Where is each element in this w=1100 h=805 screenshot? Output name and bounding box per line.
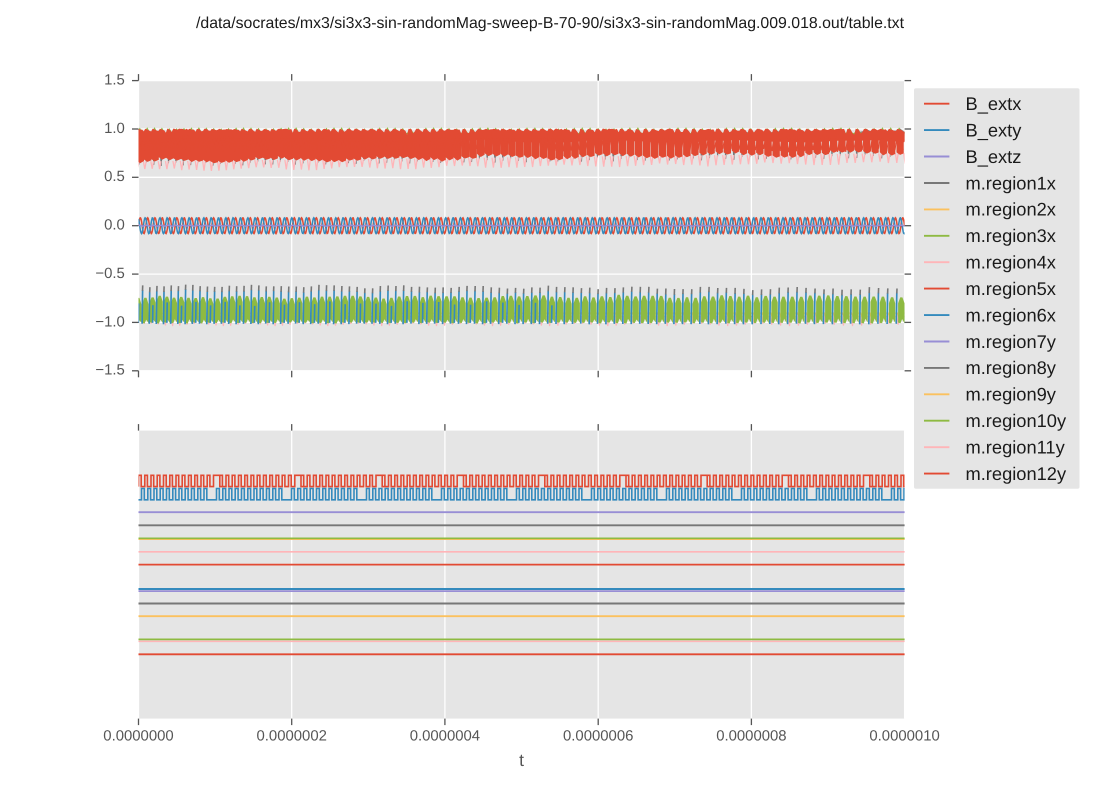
svg-text:m.region8y: m.region8y <box>966 357 1057 378</box>
svg-text:−1.0: −1.0 <box>95 314 124 330</box>
svg-text:B_extz: B_extz <box>966 146 1022 167</box>
svg-text:0.0000004: 0.0000004 <box>410 729 480 745</box>
svg-text:B_extx: B_extx <box>966 93 1022 114</box>
svg-text:0.0000002: 0.0000002 <box>257 729 327 745</box>
svg-text:0.0000000: 0.0000000 <box>103 729 173 745</box>
svg-text:1.0: 1.0 <box>104 121 125 137</box>
svg-text:m.region2x: m.region2x <box>966 199 1056 220</box>
svg-text:m.region4x: m.region4x <box>966 252 1056 273</box>
svg-text:0.0000008: 0.0000008 <box>716 729 786 745</box>
svg-text:m.region11y: m.region11y <box>966 437 1066 458</box>
svg-text:m.region7y: m.region7y <box>966 331 1057 352</box>
svg-text:−0.5: −0.5 <box>95 266 124 282</box>
svg-text:1.5: 1.5 <box>104 73 125 89</box>
svg-text:m.region6x: m.region6x <box>966 304 1056 325</box>
svg-text:/data/socrates/mx3/si3x3-sin-r: /data/socrates/mx3/si3x3-sin-randomMag-s… <box>196 15 905 32</box>
svg-text:0.0000006: 0.0000006 <box>563 729 633 745</box>
svg-text:0.0000010: 0.0000010 <box>869 729 939 745</box>
svg-text:m.region1x: m.region1x <box>966 172 1056 193</box>
svg-text:m.region12y: m.region12y <box>966 463 1067 484</box>
svg-text:m.region5x: m.region5x <box>966 278 1056 299</box>
svg-text:B_exty: B_exty <box>966 119 1023 140</box>
svg-text:0.0: 0.0 <box>104 218 125 234</box>
svg-text:0.5: 0.5 <box>104 169 125 185</box>
svg-text:m.region3x: m.region3x <box>966 225 1056 246</box>
svg-text:−1.5: −1.5 <box>95 363 124 379</box>
svg-text:m.region10y: m.region10y <box>966 410 1067 431</box>
svg-text:m.region9y: m.region9y <box>966 384 1057 405</box>
svg-text:t: t <box>519 750 524 770</box>
